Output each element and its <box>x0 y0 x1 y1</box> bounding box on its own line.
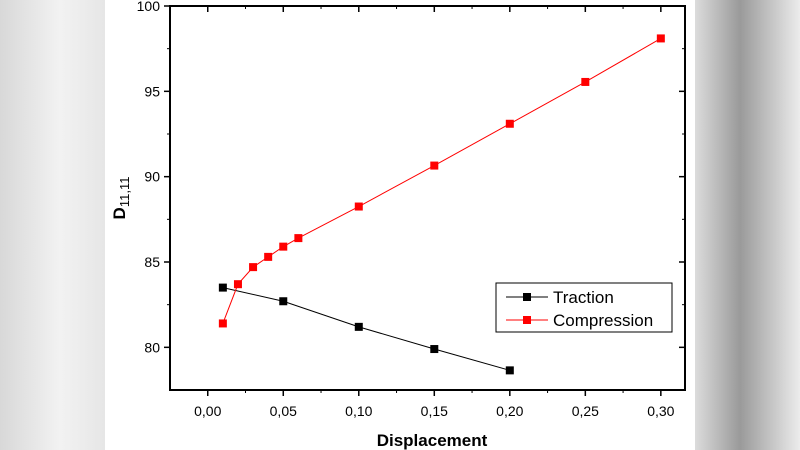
traction-point <box>354 322 363 331</box>
compression-line <box>222 37 662 324</box>
compression-point <box>233 280 242 289</box>
compression-point <box>279 242 288 251</box>
compression-point <box>430 161 439 170</box>
y-tick-label: 90 <box>144 169 160 185</box>
y-axis-label-subscript: 11,11 <box>117 177 132 208</box>
x-tick-label: 0,00 <box>194 403 221 419</box>
traction-point <box>430 345 439 354</box>
compression-point <box>218 319 227 328</box>
traction-point <box>218 283 227 292</box>
y-tick-label: 80 <box>144 339 160 355</box>
legend-marker-traction <box>523 293 531 301</box>
compression-point <box>249 263 258 272</box>
traction-point <box>279 297 288 306</box>
y-tick-label: 100 <box>137 0 161 14</box>
compression-point <box>264 252 273 261</box>
x-tick-label: 0,05 <box>270 403 297 419</box>
compression-point <box>581 77 590 86</box>
compression-point <box>505 119 514 128</box>
svg-text:D11,11: D11,11 <box>110 177 132 220</box>
y-axis-label: D11,11 <box>110 177 132 220</box>
traction-point <box>505 366 514 375</box>
y-axis-label-main: D <box>110 207 129 219</box>
x-tick-label: 0,30 <box>647 403 674 419</box>
x-tick-label: 0,25 <box>572 403 599 419</box>
x-tick-label: 0,10 <box>345 403 372 419</box>
legend: Traction Compression <box>495 282 673 333</box>
x-tick-label: 0,15 <box>421 403 448 419</box>
legend-label-compression: Compression <box>553 311 653 330</box>
plot-frame <box>169 5 686 391</box>
x-tick-label: 0,20 <box>496 403 523 419</box>
compression-point <box>294 234 303 243</box>
compression-point <box>354 202 363 211</box>
y-tick-label: 95 <box>144 83 160 99</box>
compression-point <box>656 34 665 43</box>
y-tick-label: 85 <box>144 254 160 270</box>
x-axis-label: Displacement <box>377 431 488 450</box>
traction-line <box>222 287 510 371</box>
legend-marker-compression <box>523 316 531 324</box>
legend-label-traction: Traction <box>553 288 614 307</box>
